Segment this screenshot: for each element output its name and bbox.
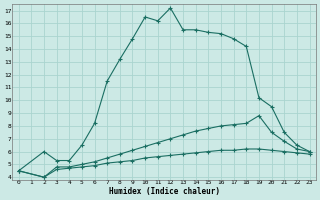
X-axis label: Humidex (Indice chaleur): Humidex (Indice chaleur) — [108, 187, 220, 196]
